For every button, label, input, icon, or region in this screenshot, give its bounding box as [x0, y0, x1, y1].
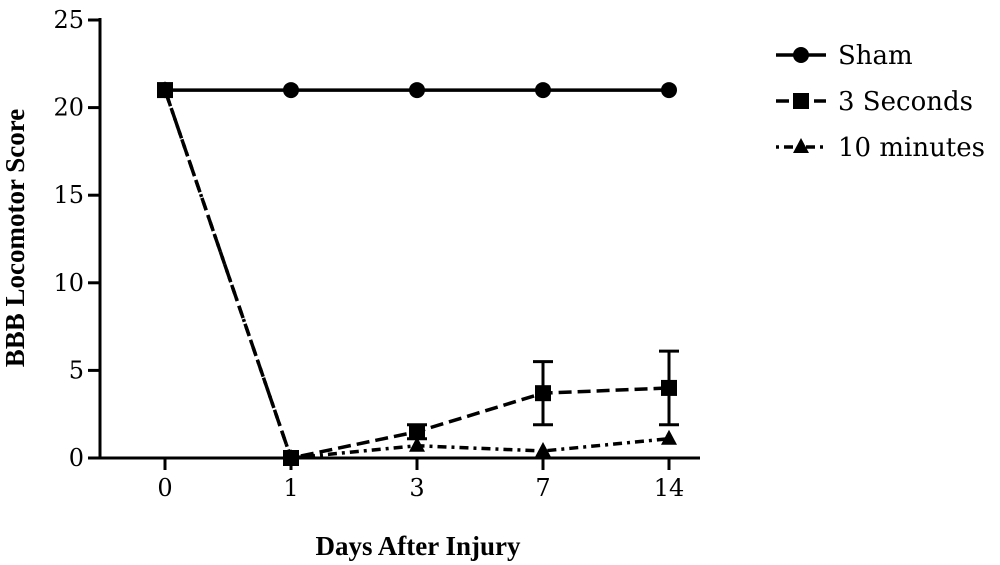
- series-layer: [157, 81, 679, 466]
- y-tick-label: 10: [53, 269, 84, 297]
- legend-item: 3 Seconds: [776, 87, 973, 117]
- legend-item: 10 minutes: [776, 133, 985, 163]
- y-axis-title: BBB Locomotor Score: [0, 109, 30, 367]
- triangle-marker: [409, 436, 425, 452]
- y-tick-label: 0: [69, 444, 84, 472]
- circle-marker: [535, 82, 551, 99]
- legend-item: Sham: [776, 41, 913, 71]
- triangle-marker: [793, 138, 809, 153]
- axes: [98, 18, 700, 460]
- series-line: [163, 89, 670, 461]
- square-marker: [535, 385, 551, 402]
- x-ticks: 0 1 3 7 14: [157, 458, 684, 502]
- x-tick-label: 14: [654, 474, 685, 502]
- x-tick-label: 3: [409, 474, 424, 502]
- y-tick-label: 15: [53, 181, 84, 209]
- x-axis-title: Days After Injury: [316, 531, 521, 561]
- circle-marker: [793, 47, 809, 63]
- legend-label: 10 minutes: [838, 133, 985, 163]
- legend: Sham 3 Seconds 10 minutes: [776, 41, 985, 163]
- triangle-marker: [535, 441, 551, 457]
- series-3-seconds: [157, 82, 679, 466]
- square-marker: [283, 450, 299, 466]
- x-tick-label: 0: [157, 474, 172, 502]
- legend-label: Sham: [838, 41, 913, 71]
- x-tick-label: 7: [535, 474, 550, 502]
- y-tick-label: 5: [69, 356, 84, 384]
- circle-marker: [409, 82, 425, 99]
- x-tick-label: 1: [283, 474, 298, 502]
- series-10-minutes: [157, 81, 677, 464]
- y-ticks: 0 5 10 15 20 25: [53, 6, 100, 472]
- series-line: [163, 89, 670, 460]
- y-tick-label: 20: [53, 94, 84, 122]
- series-sham: [157, 82, 677, 99]
- y-tick-label: 25: [53, 6, 84, 34]
- square-marker: [793, 93, 809, 109]
- square-marker: [409, 423, 425, 440]
- circle-marker: [661, 82, 677, 99]
- square-marker: [661, 379, 677, 396]
- circle-marker: [157, 82, 173, 99]
- legend-label: 3 Seconds: [838, 87, 973, 117]
- circle-marker: [283, 82, 299, 99]
- triangle-marker: [661, 429, 677, 445]
